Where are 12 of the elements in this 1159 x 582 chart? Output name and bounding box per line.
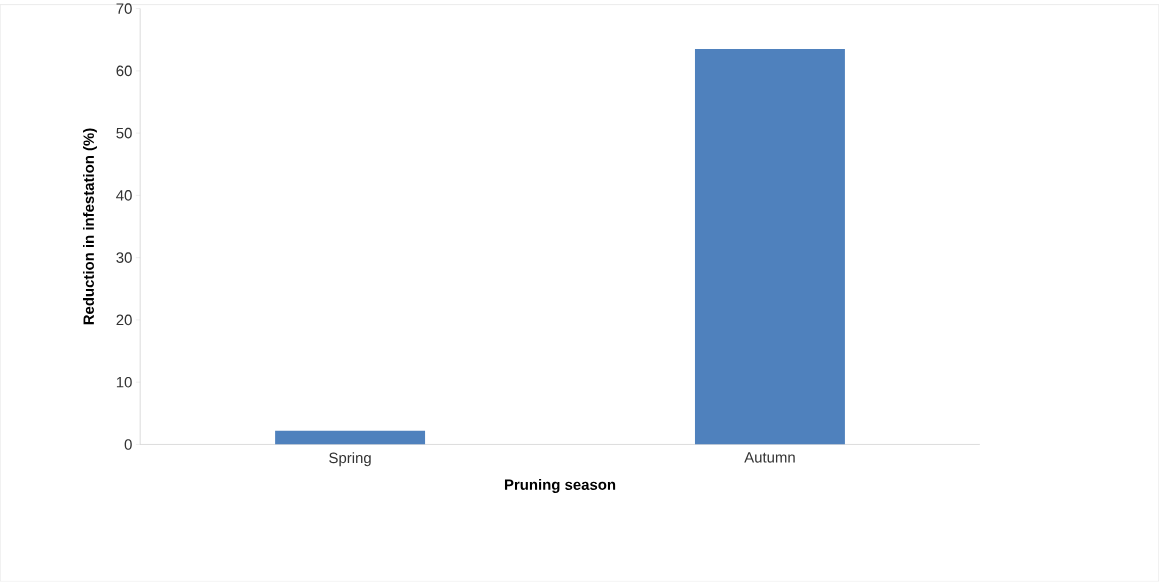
x-tick-label: Autumn xyxy=(744,452,795,463)
y-tick-label: 20 xyxy=(116,314,132,326)
y-tick-label: 30 xyxy=(116,252,132,264)
y-tick-label: 0 xyxy=(124,439,132,450)
y-tick-label: 10 xyxy=(116,377,132,388)
y-tick-label: 50 xyxy=(116,128,132,139)
y-tick-label: 60 xyxy=(116,65,132,77)
x-tick-label: Spring xyxy=(329,452,371,467)
x-axis-title: Pruning season xyxy=(504,479,616,494)
y-tick-label: 40 xyxy=(116,190,132,201)
y-axis-title: Reduction in infestation (%) xyxy=(83,128,97,325)
y-tick-label: 70 xyxy=(116,3,132,15)
